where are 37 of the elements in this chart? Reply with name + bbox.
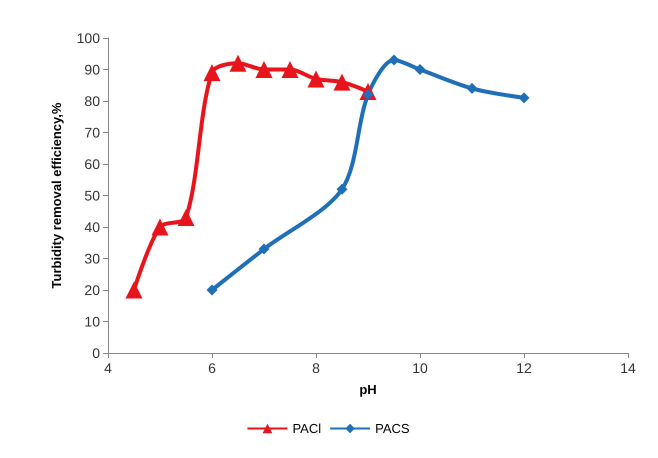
y-tick-label: 50 [84, 188, 100, 204]
y-tick-label: 30 [84, 250, 100, 266]
point [388, 54, 400, 66]
legend-label: PACl [292, 421, 322, 436]
point [204, 64, 220, 82]
point [206, 284, 218, 296]
y-tick-label: 10 [84, 314, 100, 330]
y-axis-title: Turbidity removal efficiency,% [49, 102, 64, 288]
x-tick-label: 12 [516, 360, 532, 376]
y-tick-label: 40 [84, 219, 100, 235]
y-tick-label: 0 [92, 345, 100, 361]
point [256, 61, 272, 78]
point [334, 74, 350, 91]
x-tick-label: 6 [208, 360, 216, 376]
point [336, 184, 348, 195]
point [308, 70, 324, 88]
y-tick-label: 20 [84, 282, 100, 298]
point [282, 61, 298, 78]
point [518, 92, 530, 104]
x-tick-label: 10 [412, 360, 428, 376]
y-tick-label: 100 [76, 30, 100, 46]
y-tick-label: 80 [84, 93, 100, 109]
point [258, 244, 270, 255]
y-tick-label: 60 [84, 156, 100, 172]
point [178, 209, 194, 226]
point [152, 218, 168, 236]
x-tick-label: 8 [312, 360, 320, 376]
point [126, 282, 142, 298]
legend-label: PACS [375, 421, 410, 436]
x-tick-label: 4 [104, 360, 112, 376]
x-axis-title: pH [359, 382, 377, 397]
point [230, 54, 246, 72]
y-tick-label: 70 [84, 124, 100, 140]
y-tick-label: 90 [84, 62, 100, 78]
point [414, 64, 426, 75]
point [466, 82, 478, 94]
x-tick-label: 14 [620, 360, 636, 376]
